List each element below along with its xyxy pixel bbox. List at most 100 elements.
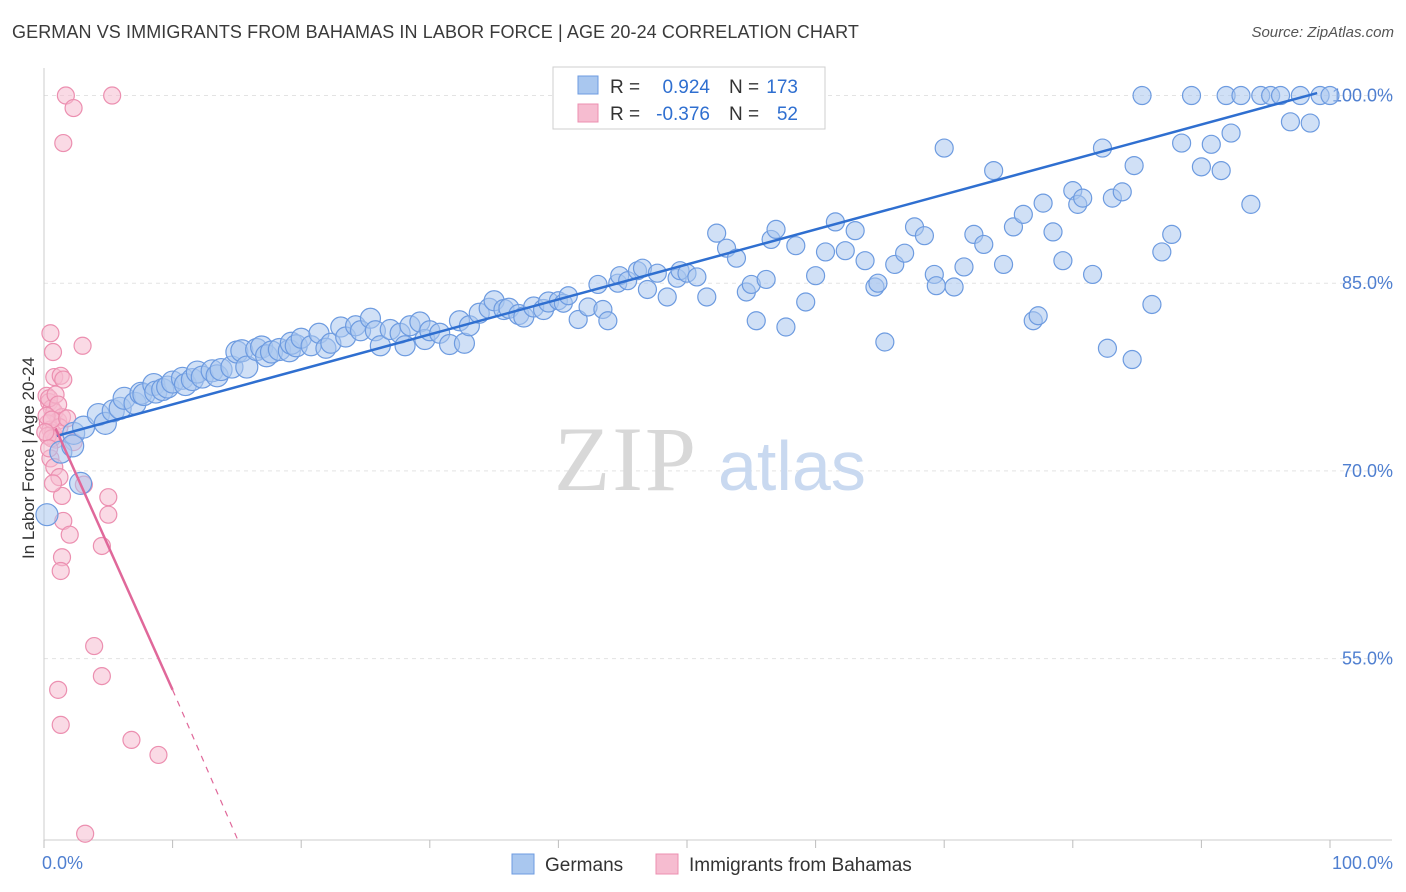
bahamas-point-9: [54, 370, 73, 389]
x-tick-label-1: 100.0%: [1332, 853, 1393, 873]
german-point-152: [1201, 134, 1221, 154]
stat-r-label-bahamas: R =: [610, 104, 640, 125]
stat-r-value-germans: 0.924: [662, 77, 710, 98]
german-point-116: [895, 243, 915, 263]
german-point-140: [1097, 338, 1118, 358]
series-legend: Germans Immigrants from Bahamas: [511, 853, 912, 876]
bahamas-point-5: [43, 342, 63, 362]
german-point-153: [1211, 160, 1231, 181]
y-tick-label-3: 100.0%: [1332, 86, 1393, 106]
german-point-155: [1221, 123, 1241, 143]
series-legend-swatch-bahamas: [655, 853, 679, 875]
german-point-131: [1028, 306, 1048, 326]
y-axis-label: In Labor Force | Age 20-24: [19, 357, 38, 559]
bahamas-point-38: [49, 680, 68, 699]
german-point-103: [776, 317, 796, 337]
german-point-151: [1191, 157, 1212, 177]
german-point-104: [786, 236, 806, 256]
stats-legend: R = 0.924 N = 173 R = -0.376 N = 52: [552, 66, 826, 130]
legend-swatch-bahamas: [577, 103, 599, 123]
bahamas-point-42: [76, 824, 95, 843]
german-point-163: [1300, 113, 1320, 133]
german-point-157: [1241, 194, 1261, 214]
series-legend-label-germans: Germans: [545, 855, 623, 876]
stat-n-label-germans: N =: [729, 77, 759, 98]
y-tick-label-1: 70.0%: [1342, 461, 1393, 481]
bahamas-point-4: [41, 324, 60, 343]
legend-swatch-germans: [577, 75, 599, 95]
watermark-atlas: atlas: [718, 427, 866, 505]
german-point-142: [1112, 182, 1132, 202]
german-point-144: [1124, 155, 1144, 176]
german-trend-line: [56, 91, 1318, 438]
german-point-111: [855, 251, 875, 271]
german-point-128: [1003, 217, 1024, 237]
german-point-161: [1280, 112, 1301, 132]
y-tick-label-2: 85.0%: [1342, 273, 1393, 293]
german-point-150: [1181, 85, 1202, 106]
series-germans-points: [35, 85, 1340, 527]
german-point-93: [697, 287, 717, 307]
german-point-148: [1162, 224, 1182, 245]
german-point-134: [1053, 251, 1073, 271]
bahamas-point-1: [103, 86, 122, 105]
german-point-96: [726, 248, 747, 268]
series-legend-swatch-germans: [511, 853, 535, 875]
german-point-121: [934, 138, 954, 158]
german-point-120: [926, 276, 946, 296]
german-point-146: [1142, 294, 1162, 315]
german-point-122: [944, 277, 964, 297]
german-point-76: [568, 309, 588, 330]
german-point-143: [1122, 349, 1142, 370]
bahamas-point-39: [51, 715, 70, 734]
german-point-123: [954, 257, 974, 277]
german-point-125: [974, 234, 994, 255]
bahamas-point-2: [64, 98, 83, 118]
bahamas-point-37: [92, 666, 111, 686]
german-point-138: [1082, 264, 1103, 285]
bahamas-point-3: [54, 133, 73, 153]
stat-n-label-bahamas: N =: [729, 104, 759, 125]
stat-n-value-germans: 173: [766, 77, 798, 98]
stat-r-value-bahamas: -0.376: [656, 104, 710, 125]
bahamas-point-31: [99, 505, 118, 524]
source-label: Source: ZipAtlas.com: [1251, 24, 1394, 41]
bahamas-point-49: [36, 423, 55, 442]
german-point-126: [984, 160, 1004, 181]
bahamas-trend-line: [54, 427, 174, 691]
bahamas-point-41: [149, 745, 168, 765]
german-point-156: [1231, 85, 1251, 106]
german-point-145: [1132, 85, 1152, 106]
watermark-zip: ZIP: [554, 408, 698, 510]
series-legend-label-bahamas: Immigrants from Bahamas: [689, 855, 912, 876]
german-point-80: [598, 311, 618, 331]
y-tick-label-0: 55.0%: [1342, 649, 1393, 669]
german-point-160: [1270, 85, 1291, 106]
stat-r-label-germans: R =: [610, 77, 640, 98]
german-point-165: [1320, 85, 1340, 106]
german-point-88: [657, 287, 677, 307]
bahamas-point-27: [52, 486, 72, 506]
german-point-92: [687, 267, 707, 287]
bahamas-point-29: [99, 488, 118, 507]
stat-n-value-bahamas: 52: [777, 104, 798, 125]
german-point-86: [637, 279, 658, 300]
german-point-114: [875, 332, 895, 352]
grid-lines: [44, 95, 1392, 660]
german-point-107: [815, 242, 836, 262]
german-point-102: [766, 219, 786, 240]
tick-labels: 55.0% 70.0% 85.0% 100.0% 0.0% 100.0%: [42, 86, 1393, 873]
german-point-30: [235, 355, 259, 379]
german-point-0: [35, 503, 59, 527]
series-bahamas-points: [36, 86, 168, 843]
trend-lines: [54, 91, 1318, 844]
watermark: ZIP atlas: [554, 408, 866, 510]
bahamas-point-51: [43, 474, 63, 493]
bahamas-point-36: [85, 636, 104, 656]
bahamas-point-45: [49, 395, 68, 414]
chart-title: GERMAN VS IMMIGRANTS FROM BAHAMAS IN LAB…: [12, 22, 859, 42]
german-point-61: [453, 332, 476, 354]
german-point-129: [1013, 204, 1033, 224]
bahamas-point-6: [73, 336, 92, 355]
